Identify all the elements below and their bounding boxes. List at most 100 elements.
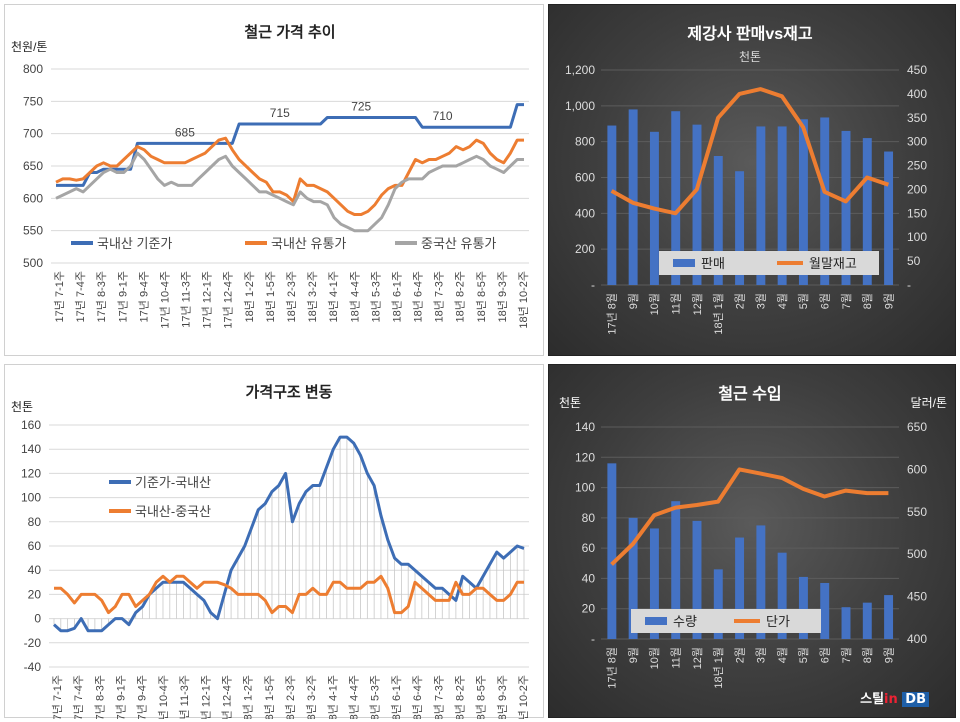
x-tick-label: 9월 <box>882 293 895 309</box>
x-tick-label: 18년 2-3주 <box>284 675 297 719</box>
x-tick-label: 18년 6-4주 <box>412 271 425 322</box>
y-tick-label: 140 <box>575 420 595 434</box>
x-tick-label: 6월 <box>819 647 832 663</box>
bar <box>798 119 808 285</box>
y-tick-label: 400 <box>575 206 595 220</box>
bar <box>777 552 787 639</box>
series-line-1 <box>52 435 525 633</box>
y-tick-label: 80 <box>28 515 42 529</box>
y2-tick-label: 650 <box>907 420 927 434</box>
legend-swatch-bar <box>673 259 695 267</box>
x-tick-label: 17년 8-3주 <box>93 675 106 719</box>
y-tick-label: 500 <box>23 256 43 270</box>
legend-label: 중국산 유통가 <box>421 236 496 251</box>
x-tick-label: 17년 10-4주 <box>158 271 171 329</box>
legend-label: 월말재고 <box>809 256 857 271</box>
price-structure-panel: 가격구조 변동 천톤 -40 -20 0 20 40 60 80 100 120 140 160 17년 … <box>4 364 544 719</box>
y-tick-label: 600 <box>575 171 595 185</box>
x-tick-label: 17년 11-3주 <box>180 271 193 328</box>
x-tick-label: 18년 1-2주 <box>243 271 256 322</box>
chart-subtitle: 천톤 <box>739 49 761 64</box>
bar <box>862 602 872 639</box>
x-tick-label: 18년 7-3주 <box>432 675 445 719</box>
bar <box>671 111 681 285</box>
y-tick-label: 100 <box>21 491 41 505</box>
y2-tick-label: 550 <box>907 505 927 519</box>
y-tick-label: 140 <box>21 442 41 456</box>
y2-tick-label: 400 <box>907 632 927 646</box>
bar <box>841 607 851 639</box>
y-tick-label: 120 <box>575 450 595 464</box>
price-trend-panel: 철근 가격 추이 천원/톤 500 550 600 650 700 750 800 685 715 7… <box>4 4 544 356</box>
x-tick-label: 10월 <box>648 293 661 315</box>
x-tick-label: 18년 1월 <box>712 293 725 335</box>
x-tick-label: 6월 <box>819 293 832 309</box>
y2-axis-label: 달러/톤 <box>911 396 947 410</box>
y2-tick-label: 350 <box>907 111 927 125</box>
y2-tick-label: 300 <box>907 135 927 149</box>
y-tick-label: 550 <box>23 224 43 238</box>
data-label: 685 <box>175 125 195 139</box>
y-tick-label: 0 <box>34 612 41 626</box>
bar <box>692 520 702 639</box>
y-tick-label: 40 <box>28 563 42 577</box>
x-tick-label: 18년 7-3주 <box>433 271 446 322</box>
x-tick-label: 17년 7-1주 <box>53 271 66 322</box>
x-tick-label: 17년 12-4주 <box>222 271 235 329</box>
x-tick-label: 17년 7-1주 <box>51 675 64 719</box>
sales-inventory-panel: 제강사 판매vs재고 천톤 - 200 400 600 800 1,000 1,200 - 50 10… <box>548 4 956 356</box>
y-tick-label: 1,200 <box>565 63 595 77</box>
x-tick-label: 2월 <box>733 293 746 309</box>
x-tick-label: 17년 8-3주 <box>95 271 108 322</box>
x-tick-label: 17년 9-1주 <box>115 675 128 719</box>
bar <box>884 595 894 639</box>
x-tick-label: 17년 9-4주 <box>136 675 149 719</box>
bar <box>628 109 638 286</box>
y-tick-label: 20 <box>582 602 596 616</box>
x-tick-label: 18년 1월 <box>712 647 725 689</box>
x-tick-label: 18년 6-4주 <box>411 675 424 719</box>
y-tick-label: 160 <box>21 418 41 432</box>
x-tick-label: 9월 <box>882 647 895 663</box>
y-tick-label: 80 <box>582 511 596 525</box>
x-tick-label: 4월 <box>776 647 789 663</box>
x-tick-label: 12월 <box>691 647 704 669</box>
x-tick-label: 17년 10-4주 <box>157 675 170 719</box>
y2-tick-label: 400 <box>907 87 927 101</box>
x-tick-label: 8월 <box>861 647 874 663</box>
x-tick-label: 17년 12-4주 <box>220 675 233 719</box>
bar <box>756 525 766 639</box>
bar <box>671 501 681 639</box>
x-tick-label: 18년 8-5주 <box>475 675 488 719</box>
x-tick-label: 17년 8월 <box>606 293 619 335</box>
x-tick-label: 18년 2-3주 <box>285 271 298 322</box>
bar <box>713 156 723 285</box>
x-tick-label: 17년 12-1주 <box>201 271 214 329</box>
x-tick-label: 18년 5-3주 <box>369 675 382 719</box>
y2-tick-label: 200 <box>907 182 927 196</box>
y2-tick-label: 600 <box>907 462 927 476</box>
x-tick-label: 18년 6-1주 <box>390 675 403 719</box>
y2-tick-label: 150 <box>907 206 927 220</box>
y-tick-label: - <box>591 632 595 646</box>
x-tick-label: 18년 3-2주 <box>305 675 318 719</box>
x-tick-label: 8월 <box>861 293 874 309</box>
y-tick-label: 600 <box>23 191 43 205</box>
x-tick-label: 3월 <box>755 293 768 309</box>
x-tick-label: 18년 9-3주 <box>496 675 509 719</box>
bar <box>607 125 617 286</box>
x-tick-label: 5월 <box>797 293 810 309</box>
bar <box>692 124 702 285</box>
x-tick-label: 18년 4-1주 <box>326 675 339 719</box>
y-tick-label: 200 <box>575 242 595 256</box>
y-axis-label: 천톤 <box>559 395 581 410</box>
y-tick-label: 40 <box>582 571 596 585</box>
x-tick-label: 18년 1-5주 <box>264 271 277 322</box>
x-tick-label: 10월 <box>648 647 661 669</box>
y-tick-label: 20 <box>28 587 42 601</box>
x-tick-label: 18년 8-2주 <box>453 675 466 719</box>
bar <box>862 138 872 285</box>
